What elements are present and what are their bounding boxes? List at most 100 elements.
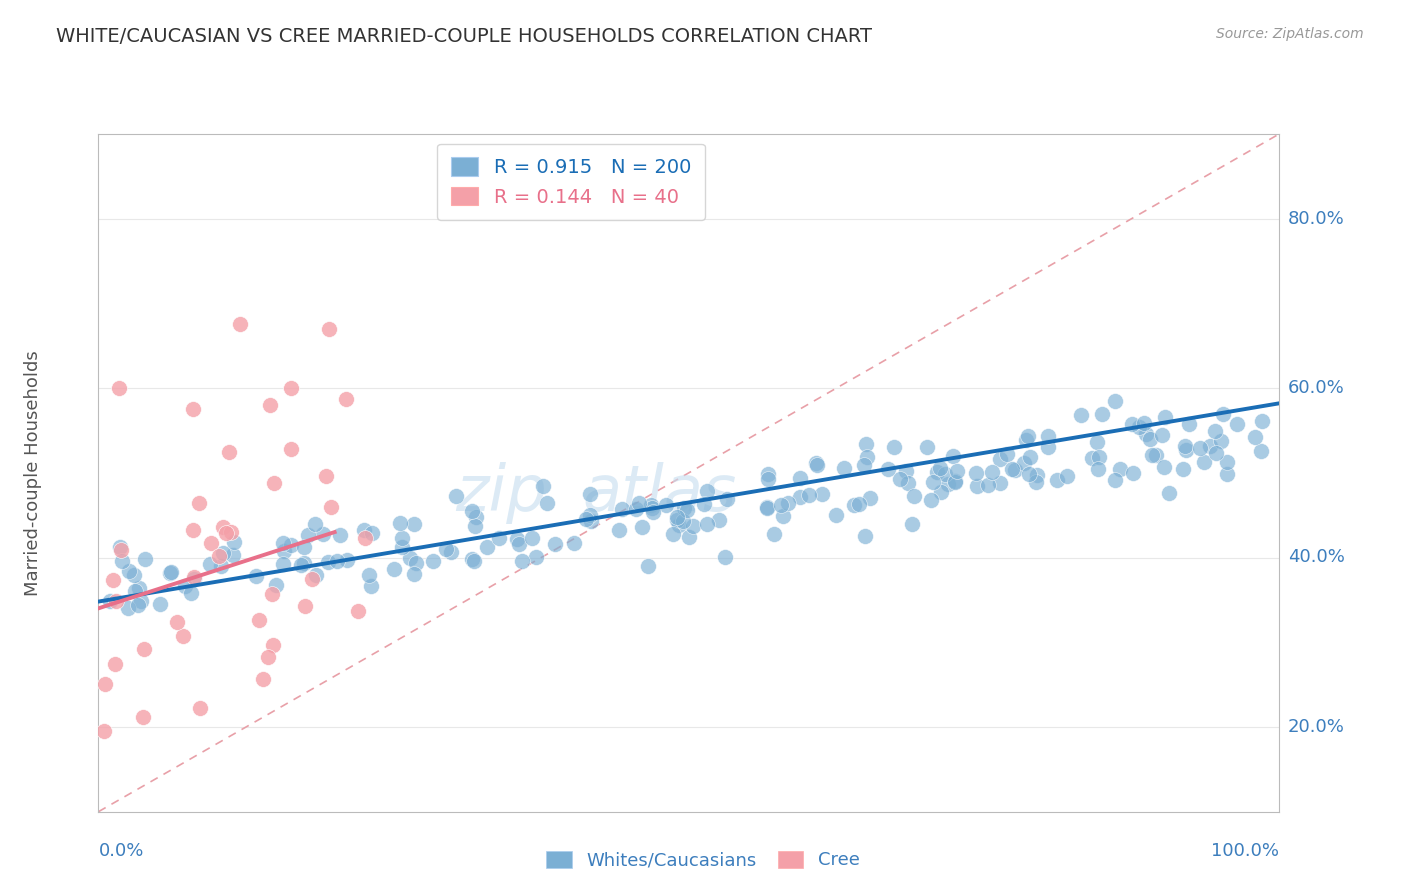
Point <box>1001 462 1024 476</box>
Point <box>655 498 678 512</box>
Point <box>894 464 917 478</box>
Point <box>180 586 202 600</box>
Point <box>665 514 688 528</box>
Point <box>943 475 966 490</box>
Point <box>108 381 131 395</box>
Point <box>212 546 235 560</box>
Text: WHITE/CAUCASIAN VS CREE MARRIED-COUPLE HOUSEHOLDS CORRELATION CHART: WHITE/CAUCASIAN VS CREE MARRIED-COUPLE H… <box>56 27 872 45</box>
Point <box>388 516 411 530</box>
Point <box>678 530 700 544</box>
Point <box>531 479 554 493</box>
Point <box>661 527 683 541</box>
Point <box>536 496 558 510</box>
Point <box>222 548 245 562</box>
Point <box>799 488 821 502</box>
Point <box>1144 448 1167 462</box>
Point <box>488 531 510 545</box>
Point <box>682 519 704 533</box>
Point <box>329 528 352 542</box>
Point <box>1104 474 1126 488</box>
Point <box>1226 417 1249 431</box>
Point <box>134 641 156 656</box>
Point <box>212 519 235 533</box>
Point <box>665 509 688 524</box>
Point <box>716 492 738 507</box>
Point <box>290 558 312 573</box>
Point <box>134 552 156 566</box>
Point <box>672 501 695 516</box>
Point <box>1244 429 1267 443</box>
Point <box>1250 444 1272 458</box>
Point <box>280 538 302 552</box>
Text: Married-couple Households: Married-couple Households <box>24 350 42 596</box>
Point <box>853 529 876 543</box>
Point <box>463 554 485 568</box>
Point <box>883 440 905 454</box>
Text: 0.0%: 0.0% <box>98 842 143 860</box>
Point <box>200 536 222 550</box>
Point <box>297 527 319 541</box>
Point <box>280 442 302 456</box>
Point <box>188 496 211 510</box>
Point <box>506 532 529 546</box>
Point <box>465 509 488 524</box>
Point <box>1212 407 1234 421</box>
Point <box>461 504 484 518</box>
Point <box>641 500 664 515</box>
Point <box>263 475 285 490</box>
Point <box>579 514 602 528</box>
Point <box>166 615 188 629</box>
Point <box>353 531 375 545</box>
Point <box>1128 420 1150 434</box>
Point <box>273 558 295 572</box>
Point <box>520 531 543 545</box>
Point <box>1012 456 1035 470</box>
Point <box>181 402 204 417</box>
Point <box>832 461 855 475</box>
Point <box>247 614 270 628</box>
Point <box>422 554 444 568</box>
Point <box>842 499 865 513</box>
Point <box>1194 454 1216 468</box>
Point <box>198 557 221 571</box>
Point <box>1088 450 1111 464</box>
Point <box>1018 450 1040 465</box>
Point <box>825 508 848 522</box>
Point <box>1004 463 1026 477</box>
Point <box>219 524 242 539</box>
Point <box>398 550 420 565</box>
Point <box>946 464 969 478</box>
Point <box>1209 434 1232 449</box>
Point <box>901 517 924 532</box>
Point <box>1153 410 1175 425</box>
Point <box>668 517 690 532</box>
Point <box>444 489 467 503</box>
Point <box>855 450 877 464</box>
Point <box>903 489 925 503</box>
Point <box>1152 427 1174 442</box>
Point <box>1025 468 1047 483</box>
Point <box>1153 460 1175 475</box>
Point <box>859 491 882 506</box>
Point <box>104 594 127 608</box>
Point <box>262 638 284 652</box>
Point <box>1198 439 1220 453</box>
Point <box>336 552 359 566</box>
Point <box>1036 440 1059 454</box>
Point <box>1121 417 1143 431</box>
Point <box>943 474 966 488</box>
Point <box>264 578 287 592</box>
Point <box>988 475 1011 490</box>
Point <box>897 476 920 491</box>
Point <box>1091 407 1114 421</box>
Point <box>101 573 124 587</box>
Point <box>209 559 232 574</box>
Point <box>1171 462 1194 476</box>
Point <box>769 499 792 513</box>
Point <box>440 545 463 559</box>
Point <box>93 676 115 690</box>
Point <box>1215 454 1237 468</box>
Point <box>273 544 295 558</box>
Point <box>434 541 457 556</box>
Point <box>1133 416 1156 430</box>
